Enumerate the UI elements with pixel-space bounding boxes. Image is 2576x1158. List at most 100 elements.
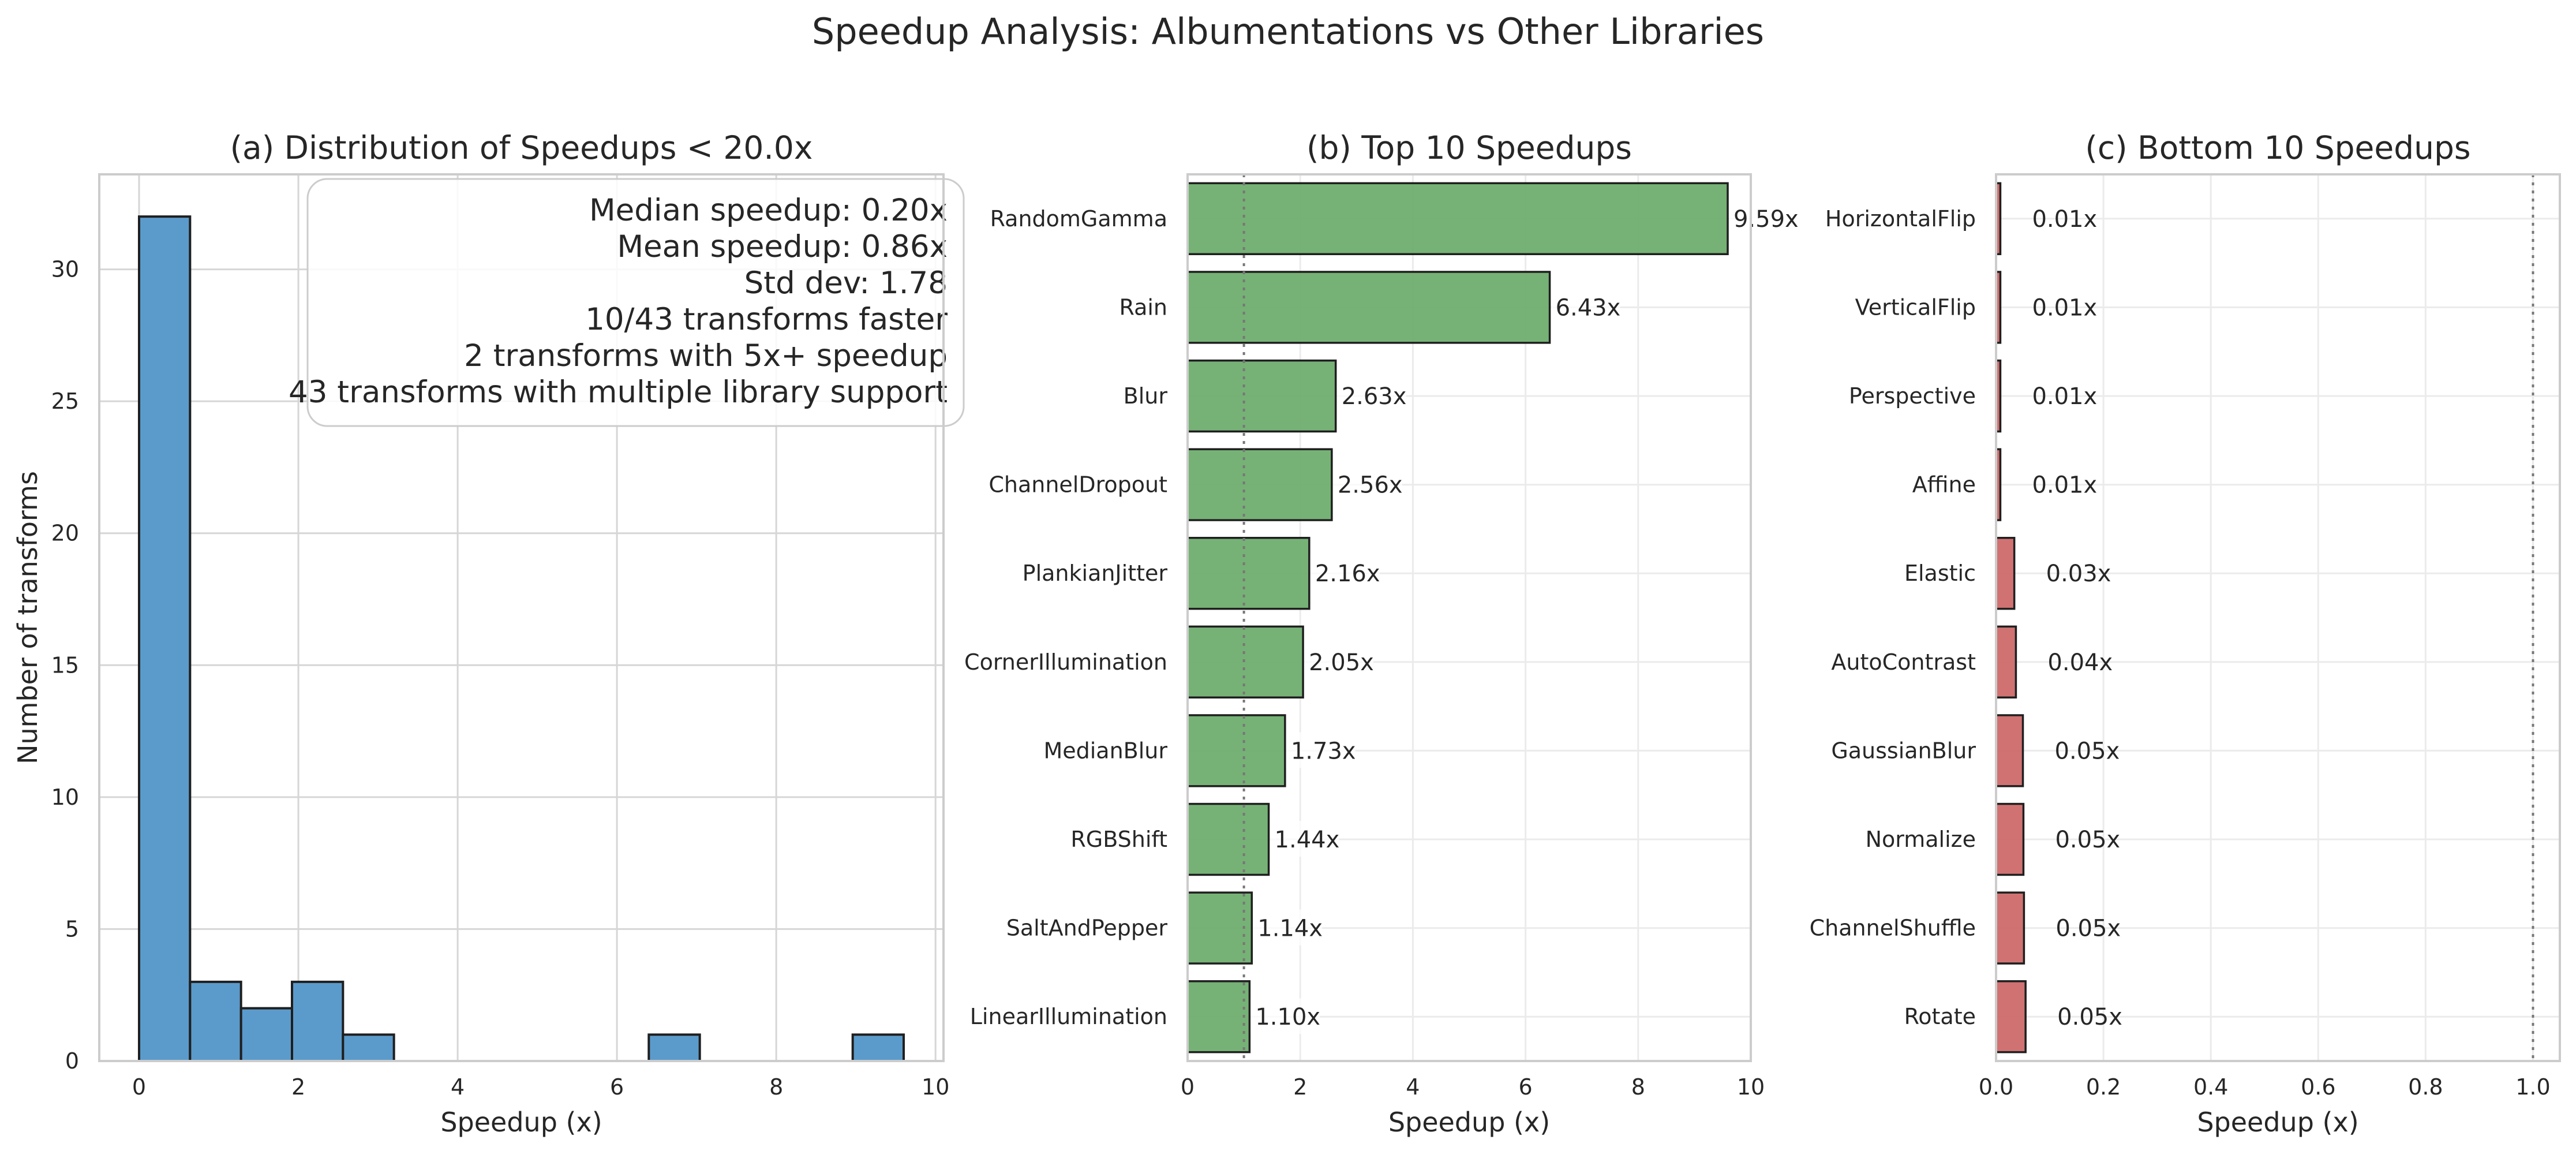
x-tick-label: 10 (922, 1074, 949, 1100)
category-label: RGBShift (1070, 827, 1167, 852)
bar (1186, 625, 1304, 698)
x-tick-label: 8 (769, 1074, 783, 1100)
category-label: MedianBlur (1043, 738, 1167, 763)
histogram-bar (647, 1033, 701, 1063)
category-label: ChannelDropout (989, 472, 1167, 498)
category-label: Rain (1119, 294, 1168, 320)
y-axis-label: Number of transforms (12, 471, 43, 764)
value-label-bg (1253, 909, 1323, 946)
value-label: 1.14x (1257, 916, 1323, 942)
x-tick-label: 0 (132, 1074, 146, 1100)
value-label: 0.03x (2046, 561, 2111, 587)
category-label: Affine (1912, 472, 1976, 498)
category-label: Normalize (1866, 827, 1976, 852)
panel-c-title: (c) Bottom 10 Speedups (2085, 129, 2470, 166)
value-label: 1.44x (1275, 827, 1340, 853)
value-label: 2.63x (1342, 383, 1407, 410)
category-label: RandomGamma (990, 206, 1167, 231)
x-tick-label: 0.8 (2408, 1074, 2443, 1100)
panel-a: 0 2 4 6 8 10 0 5 10 15 20 25 30 Speedup (x) Number of … (12, 174, 965, 1138)
bar (1995, 625, 2017, 698)
x-tick-label: 0.4 (2193, 1074, 2228, 1100)
category-label: CornerIllumination (964, 649, 1167, 675)
value-label-bg (1728, 200, 1798, 236)
value-label-bg (1250, 998, 1320, 1034)
value-label: 0.01x (2032, 383, 2097, 410)
value-label: 0.05x (2055, 738, 2120, 764)
value-label-bg (1304, 643, 1374, 679)
stats-line: 2 transforms with 5x+ speedup (464, 338, 948, 373)
y-tick-label: 0 (65, 1048, 79, 1074)
bar (1186, 537, 1311, 610)
value-label: 0.05x (2055, 827, 2120, 853)
bar (1995, 980, 2027, 1054)
histogram-bar (291, 980, 345, 1063)
value-label: 0.01x (2032, 294, 2097, 321)
histogram-bar (851, 1033, 905, 1063)
y-tick-label: 30 (51, 257, 79, 282)
y-tick-label: 20 (51, 521, 79, 546)
x-tick-label: 1.0 (2515, 1074, 2550, 1100)
x-tick-label: 0.2 (2086, 1074, 2121, 1100)
value-label: 2.05x (1309, 649, 1374, 676)
value-label-bg (1310, 555, 1380, 591)
figure-suptitle: Speedup Analysis: Albumentations vs Othe… (811, 10, 1765, 53)
bar (1186, 359, 1337, 433)
x-tick-label: 0.6 (2301, 1074, 2335, 1100)
category-label: Perspective (1849, 383, 1976, 409)
panel-b-title: (b) Top 10 Speedups (1306, 129, 1632, 166)
category-label: ChannelShuffle (1810, 916, 1976, 941)
x-axis-label: Speedup (x) (1388, 1107, 1550, 1138)
bar (1186, 980, 1251, 1054)
value-label: 6.43x (1556, 294, 1621, 321)
bar (1995, 802, 2025, 876)
y-tick-label: 25 (51, 389, 79, 414)
value-label-bg (1336, 378, 1406, 413)
bar (1995, 537, 2016, 610)
value-label: 1.10x (1255, 1004, 1320, 1030)
category-label: GaussianBlur (1831, 738, 1976, 763)
x-axis-label: Speedup (x) (2197, 1107, 2358, 1138)
x-tick-label: 0.0 (1979, 1074, 2013, 1100)
histogram-bar (189, 980, 242, 1063)
category-label: LinearIllumination (970, 1004, 1167, 1029)
category-label: SaltAndPepper (1006, 916, 1168, 941)
panel-b-frame (1186, 173, 1752, 1062)
y-tick-label: 10 (51, 785, 79, 810)
histogram-bar (342, 1033, 395, 1063)
stats-line: 43 transforms with multiple library supp… (289, 375, 948, 410)
value-label-bg (1332, 466, 1402, 502)
x-tick-label: 6 (1519, 1074, 1533, 1100)
value-label: 0.04x (2047, 649, 2113, 676)
category-label: HorizontalFlip (1825, 206, 1976, 231)
bar (1186, 182, 1729, 255)
x-axis-label: Speedup (x) (440, 1107, 602, 1138)
value-label-bg (1286, 732, 1356, 768)
bar (1186, 714, 1286, 787)
panel-a-frame (98, 173, 945, 1062)
stats-line: Mean speedup: 0.86x (617, 229, 948, 264)
value-label: 0.01x (2032, 472, 2097, 499)
stats-line: 10/43 transforms faster (585, 302, 948, 337)
value-label: 2.56x (1338, 472, 1403, 499)
x-tick-label: 2 (1293, 1074, 1307, 1100)
value-label: 0.05x (2057, 1004, 2122, 1030)
value-label: 1.73x (1291, 738, 1356, 764)
value-label-bg (1270, 821, 1339, 857)
y-tick-label: 15 (51, 652, 79, 678)
x-tick-label: 0 (1181, 1074, 1195, 1100)
value-label: 0.01x (2032, 206, 2097, 233)
bar (1995, 891, 2025, 965)
stats-line: Median speedup: 0.20x (589, 193, 948, 228)
x-tick-label: 10 (1737, 1074, 1765, 1100)
stats-box (306, 178, 965, 427)
bar (1186, 802, 1270, 876)
x-tick-label: 8 (1631, 1074, 1645, 1100)
x-tick-label: 2 (291, 1074, 305, 1100)
histogram-bar (138, 215, 192, 1063)
value-label-bg (1551, 289, 1620, 325)
x-tick-label: 4 (451, 1074, 465, 1100)
panel-c: HorizontalFlip 0.01x VerticalFlip 0.01x Pers… (1810, 174, 2560, 1138)
